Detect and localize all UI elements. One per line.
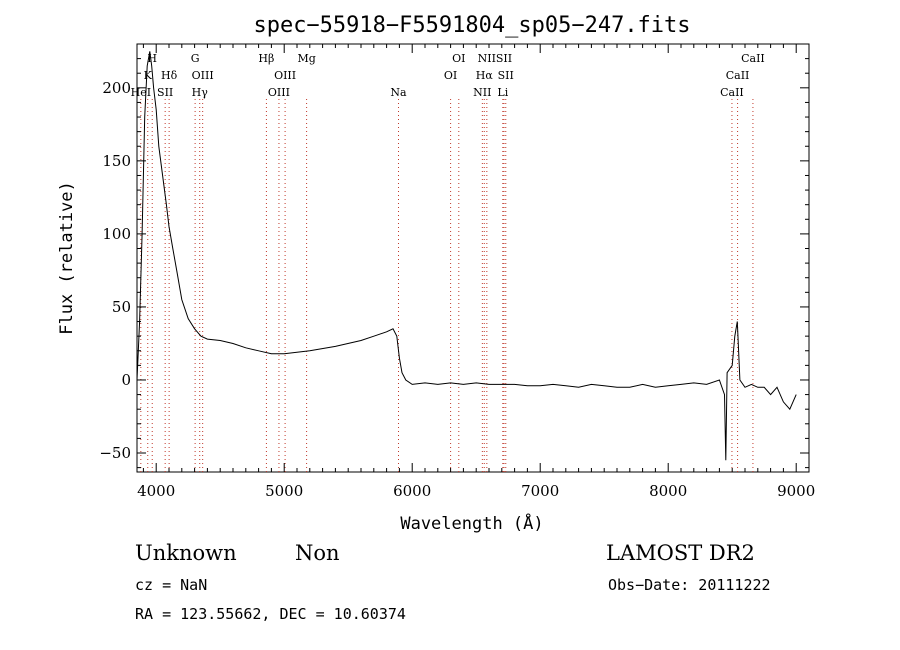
line-marker-label: Mg <box>297 52 315 65</box>
redshift-cz: cz = NaN <box>135 576 207 594</box>
line-marker-label: H <box>147 52 157 65</box>
line-marker-label: Na <box>390 86 407 99</box>
chart-title: spec−55918−F5591804_sp05−247.fits <box>253 13 690 38</box>
y-tick-label: 150 <box>102 152 131 170</box>
line-marker-label: K <box>144 69 153 82</box>
spectral-line-markers: HeIKHHδSIIGOIIIHγHβOIIIOIIIMgNaOIOINIIHα… <box>131 52 765 472</box>
y-tick-label: 200 <box>102 79 131 97</box>
line-marker-label: Li <box>497 86 508 99</box>
x-tick-label: 4000 <box>137 482 175 500</box>
survey-name: LAMOST DR2 <box>606 541 755 565</box>
y-tick-label: −50 <box>99 444 131 462</box>
line-marker-label: OI <box>444 69 457 82</box>
x-tick-label: 7000 <box>521 482 559 500</box>
line-marker-label: Hδ <box>161 69 178 82</box>
spectrum-series-line <box>136 51 797 461</box>
line-marker-label: Hα <box>476 69 494 82</box>
line-marker-label: Hβ <box>258 52 274 65</box>
line-marker-label: OIII <box>274 69 296 82</box>
x-tick-label: 5000 <box>265 482 303 500</box>
plot-frame <box>136 43 810 473</box>
coordinates: RA = 123.55662, DEC = 10.60374 <box>135 605 406 623</box>
x-tick-label: 9000 <box>777 482 815 500</box>
line-marker-label: G <box>191 52 200 65</box>
line-marker-label: CaII <box>726 69 750 82</box>
line-marker-label: OIII <box>192 69 214 82</box>
y-tick-label: 50 <box>112 298 131 316</box>
line-marker-label: Hγ <box>192 86 209 99</box>
y-tick-label: 0 <box>121 371 131 389</box>
x-tick-label: 6000 <box>393 482 431 500</box>
object-subclass: Non <box>295 541 340 565</box>
line-marker-label: NII <box>473 86 491 99</box>
object-class: Unknown <box>135 541 237 565</box>
x-axis-label: Wavelength (Å) <box>400 512 543 534</box>
line-marker-label: SII <box>157 86 173 99</box>
y-tick-label: 100 <box>102 225 131 243</box>
y-axis-label: Flux (relative) <box>57 181 77 335</box>
x-tick-label: 8000 <box>649 482 687 500</box>
line-marker-label: OI <box>452 52 465 65</box>
line-marker-label: OIII <box>268 86 290 99</box>
line-marker-label: NII <box>478 52 496 65</box>
observation-date: Obs−Date: 20111222 <box>608 576 771 594</box>
axes: 4000 5000 6000 7000 8000 9000 −50 0 50 100 150 200 <box>99 44 815 500</box>
line-marker-label: SII <box>496 52 512 65</box>
line-marker-label: CaII <box>741 52 765 65</box>
line-marker-label: CaII <box>720 86 744 99</box>
line-marker-label: SII <box>498 69 514 82</box>
